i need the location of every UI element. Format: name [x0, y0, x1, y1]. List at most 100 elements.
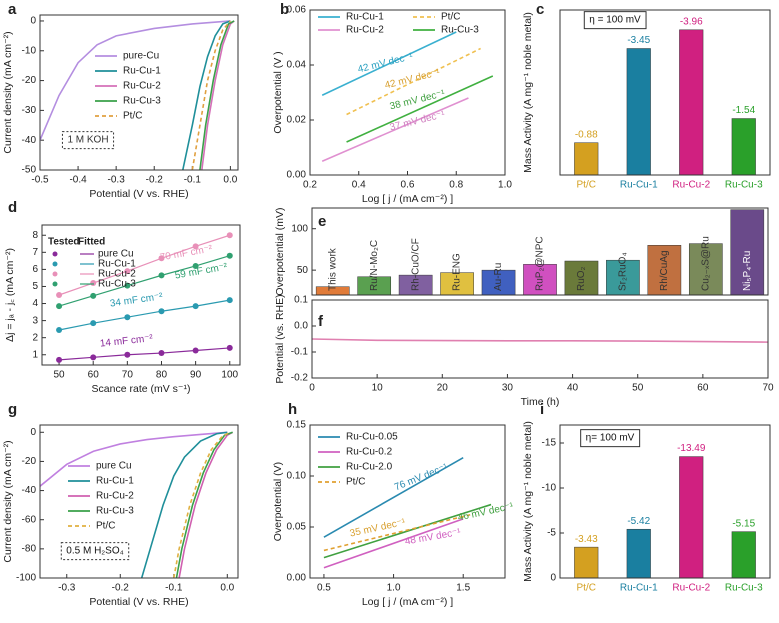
point: [56, 292, 63, 298]
y-tick-label: -80: [22, 543, 37, 554]
line: [323, 456, 464, 538]
y-tick-label: 100: [291, 223, 308, 234]
point: [56, 303, 63, 310]
annotation: η = 100 mV: [589, 15, 641, 26]
legend-marker: [52, 251, 58, 257]
annotation-box: [61, 131, 115, 150]
frame: [309, 9, 506, 176]
legend-label: Ru-Cu-2: [98, 269, 136, 280]
point: [192, 303, 199, 310]
x-tick-label: 0.2: [303, 180, 317, 191]
bar: [481, 269, 516, 295]
x-tick-label: -0.3: [108, 175, 126, 186]
frame: [39, 14, 239, 171]
panel-letter: e: [318, 213, 326, 230]
plot-area: [56, 232, 233, 363]
legend-header: Fitted: [78, 237, 105, 248]
legend-header: Tested: [48, 237, 80, 248]
panel: b 0.00 0.02 0.04 0.06 0.2 0.4 0.6 0.8 1.0 Log [ j …: [272, 1, 513, 205]
x-tick-label: Pt/C: [577, 583, 596, 594]
panel-letter: f: [318, 313, 324, 330]
line: [346, 47, 481, 116]
annotation: 42 mV dec⁻¹: [357, 51, 415, 75]
y-tick-label: 0.15: [287, 420, 307, 431]
legend-label: Ru-Cu-2: [123, 81, 161, 92]
category-label: Rh-CuO/CF: [410, 238, 421, 291]
point: [192, 262, 199, 269]
point: [226, 252, 233, 259]
x-tick-label: 20: [437, 383, 449, 394]
legend-label: Pt/C: [441, 12, 460, 23]
annotation: 34 mF cm⁻²: [109, 291, 164, 309]
x-tick-label: Ru-Cu-2: [672, 583, 710, 594]
value-label: -13.49: [677, 443, 706, 454]
x-tick-label: 30: [502, 383, 514, 394]
x-tick-label: 1.0: [387, 583, 401, 594]
value-label: -3.96: [680, 16, 703, 27]
y-axis-title: Current density (mA cm⁻²): [2, 31, 14, 153]
x-tick-label: 80: [156, 370, 168, 381]
value-label: -3.43: [575, 534, 598, 545]
legend-marker: [52, 281, 58, 287]
fit-line: [59, 347, 230, 361]
bar: [679, 456, 704, 578]
panel: f -0.2 -0.1 0.0 0.1 0 10 20 30 40 50 60 70 Time (h) Po…: [274, 294, 774, 407]
x-tick-label: -0.1: [165, 583, 183, 594]
legend-marker: [52, 261, 58, 267]
y-tick-label: 0: [30, 427, 36, 438]
y-axis-title: Overpotential (V): [272, 462, 284, 541]
point: [158, 308, 165, 315]
bar: [398, 274, 433, 295]
x-tick-label: 100: [221, 370, 238, 381]
point: [90, 292, 97, 299]
line: [346, 75, 494, 143]
value-label: -5.15: [732, 518, 755, 529]
line: [321, 31, 457, 96]
legend-label: Ru-Cu-3: [96, 506, 134, 517]
point: [192, 347, 199, 354]
line: [199, 20, 235, 170]
x-axis-title: Scance rate (mV s⁻¹): [92, 383, 191, 395]
x-tick-label: -0.1: [184, 175, 202, 186]
y-tick-label: -20: [22, 75, 37, 86]
bar: [574, 546, 599, 578]
category-label: Ni₅P₄-Ru: [742, 251, 753, 291]
y-tick-label: 0: [550, 573, 556, 584]
annotation: 42 mV dec⁻¹: [384, 67, 442, 91]
y-tick-label: 0.06: [287, 5, 307, 16]
x-axis-title: Log [ j / (mA cm⁻²) ]: [362, 193, 453, 205]
annotation: 1 M KOH: [67, 135, 108, 146]
x-tick-label: Ru-Cu-3: [725, 583, 763, 594]
point: [226, 297, 233, 304]
annotation-box: [583, 11, 647, 30]
x-tick-label: -0.2: [112, 583, 130, 594]
line: [178, 431, 234, 578]
panel: g -100 -80 -60 -40 -20 0 -0.3 -0.2 -0.1 0.0 Potenti…: [2, 401, 239, 608]
y-axis-title: Mass Activity (A mg⁻¹ noble metal): [522, 12, 534, 173]
x-tick-label: 1.0: [498, 180, 512, 191]
panel-letter: b: [280, 1, 289, 18]
y-tick-label: 2: [32, 332, 38, 343]
annotation-box: [60, 542, 130, 561]
panel-letter: a: [8, 1, 17, 18]
legend-label: Ru-Cu-2: [346, 25, 384, 36]
y-tick-label: -60: [22, 514, 37, 525]
x-tick-label: -0.5: [31, 175, 49, 186]
x-tick-label: 50: [632, 383, 644, 394]
y-tick-label: 5: [32, 281, 38, 292]
panel: a -50 -40 -30 -20 -10 0 -0.5 -0.4 -0.3 -0.2 -0.1 0.0…: [2, 1, 239, 200]
bar: [574, 142, 599, 175]
y-tick-label: -50: [22, 165, 37, 176]
fit-line: [58, 234, 230, 296]
annotation: 46 mV dec⁻¹: [457, 501, 515, 524]
point: [124, 282, 131, 289]
bar: [440, 272, 474, 295]
plot-area: [40, 431, 234, 578]
point: [226, 232, 233, 239]
legend-label: Ru-Cu-3: [98, 279, 136, 290]
line: [172, 431, 231, 578]
value-label: -0.88: [575, 129, 598, 140]
x-tick-label: 70: [122, 370, 134, 381]
y-tick-label: 0.00: [287, 573, 307, 584]
